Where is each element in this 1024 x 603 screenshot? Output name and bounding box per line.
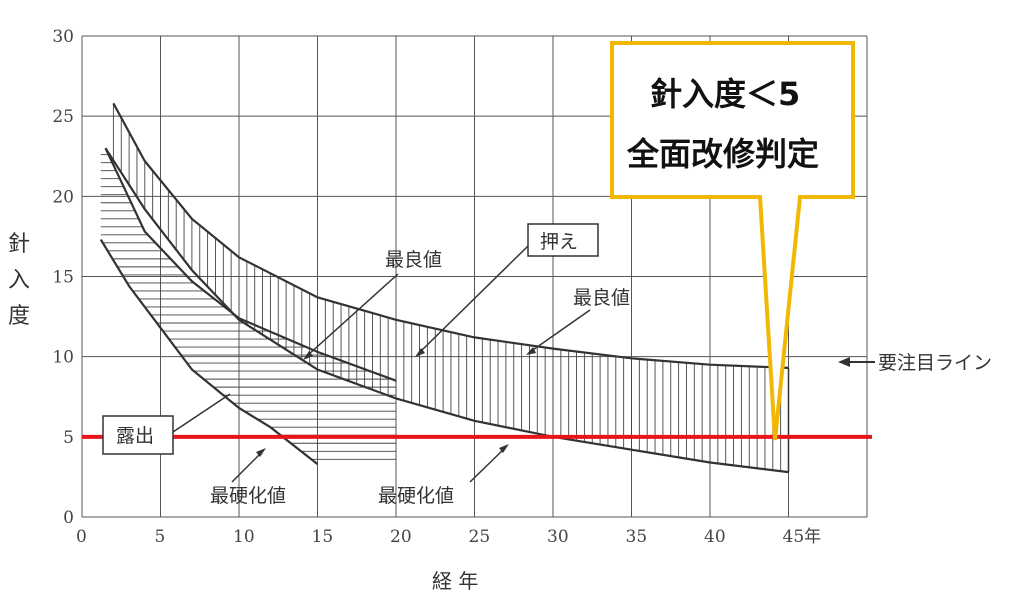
y-axis-label-char: 入 [8,268,31,293]
x-tick-label: 0 [76,527,87,547]
y-axis-label-char: 針 [8,232,31,257]
y-tick-label: 25 [52,107,74,127]
horizontal-hatch-band [100,154,396,460]
band-curve [104,147,789,474]
annotation-best-left: 最良値 [385,249,442,271]
callout: 針入度＜5 全面改修判定 [610,41,855,441]
x-tick-label: 10 [233,527,255,547]
callout-shape [610,41,855,441]
y-axis-label-char: 度 [8,304,31,329]
y-tick-label: 10 [52,348,74,368]
band-curve [104,147,397,382]
x-tick-labels: 0 5 10 15 20 25 30 35 40 45年 [76,527,821,547]
x-tick-label: 5 [155,527,166,547]
annotation-hard-right: 最硬化値 [378,485,454,507]
x-tick-label: 40 [704,527,726,547]
x-axis-label: 経 年 [432,569,478,593]
bands [99,102,790,474]
annotation-best-right: 最良値 [573,287,630,309]
x-tick-label: 15 [312,527,334,547]
band-boundary-curves [99,102,789,474]
annotation-press: 押え [540,231,578,253]
x-tick-label: 25 [469,527,491,547]
annotation-exposed: 露出 [116,425,154,447]
x-tick-label: 30 [547,527,569,547]
y-tick-label: 0 [63,508,74,528]
annotation-box-exposed [102,415,174,455]
callout-line2: 全面改修判定 [626,135,819,173]
annotations: 最良値 押え 最良値 露出 最硬化値 最硬化値 要注目ライン [102,223,992,507]
annotation-attention-line: 要注目ライン [878,352,992,374]
y-tick-labels: 0 5 10 15 20 25 30 [52,27,74,528]
annotation-box-press [527,223,599,257]
annotation-hard-left: 最硬化値 [210,485,286,507]
callout-line1: 針入度＜5 [650,75,800,113]
band-curve [112,102,789,369]
x-tick-label: 45年 [783,527,822,547]
x-tick-label: 35 [626,527,648,547]
y-tick-label: 15 [52,268,74,288]
y-tick-label: 20 [52,187,74,207]
band-curve [99,239,319,465]
x-tick-label: 20 [390,527,412,547]
y-tick-label: 30 [52,27,74,47]
y-tick-label: 5 [63,428,74,448]
